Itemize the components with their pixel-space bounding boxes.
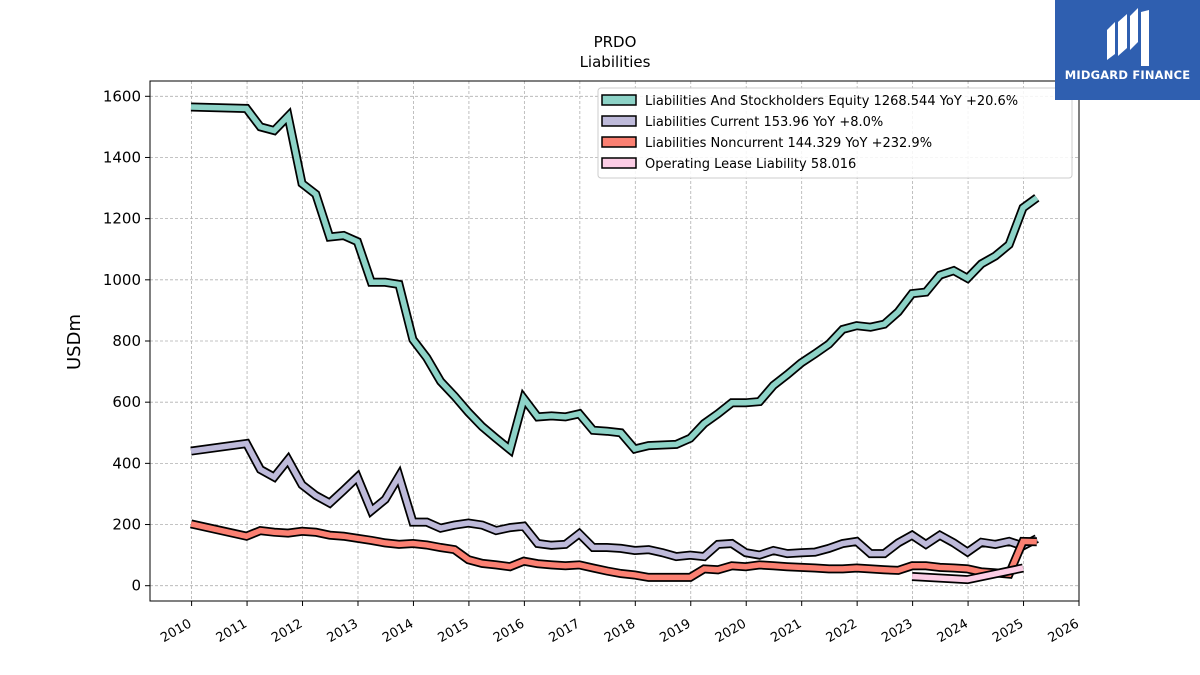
x-tick-label: 2024	[935, 616, 971, 646]
y-axis-ticks: 0 200 400 600 800 1000 1200 1400 1600	[103, 87, 150, 595]
legend-swatch	[601, 115, 637, 127]
chart-subtitle: Liabilities	[580, 53, 651, 71]
x-tick-label: 2018	[602, 616, 638, 646]
y-axis-label: USDm	[64, 314, 85, 370]
x-tick-label: 2025	[990, 616, 1026, 646]
x-tick-label: 2016	[491, 616, 527, 646]
series-operating-lease-liability	[911, 563, 1024, 585]
y-tick-label: 1000	[103, 271, 141, 289]
legend-label: Liabilities Noncurrent 144.329 YoY +232.…	[645, 136, 932, 151]
x-axis-ticks: 2010 2011 2012 2013 2014 2015 2016 2017 2018 2019…	[158, 601, 1082, 646]
chart-title: PRDO	[594, 33, 637, 51]
brand-logo: MIDGARD FINANCE	[1055, 0, 1200, 100]
series-lines	[190, 102, 1040, 585]
series-liabilities-noncurrent	[190, 519, 1037, 582]
series-line	[190, 440, 1039, 560]
series-liabilities-current	[190, 438, 1039, 562]
y-tick-label: 1400	[103, 148, 141, 166]
y-tick-label: 200	[112, 516, 141, 534]
legend-swatch	[601, 94, 637, 106]
x-tick-label: 2013	[325, 616, 361, 646]
x-tick-label: 2022	[824, 616, 860, 646]
x-tick-label: 2021	[768, 616, 804, 646]
y-tick-label: 1200	[103, 210, 141, 228]
y-tick-label: 600	[112, 393, 141, 411]
series-line	[190, 521, 1037, 581]
legend: Liabilities And Stockholders Equity 1268…	[597, 87, 1073, 179]
x-tick-label: 2020	[713, 616, 749, 646]
y-tick-label: 1600	[103, 87, 141, 105]
x-tick-label: 2017	[546, 616, 582, 646]
y-tick-label: 800	[112, 332, 141, 350]
x-tick-label: 2019	[657, 616, 693, 646]
series-liabilities-and-stockholders-equity	[190, 102, 1040, 458]
legend-label: Liabilities Current 153.96 YoY +8.0%	[645, 115, 883, 130]
series-line	[190, 104, 1039, 455]
legend-swatch	[601, 157, 637, 169]
series-line	[911, 565, 1024, 583]
x-tick-label: 2023	[879, 616, 915, 646]
y-tick-label: 0	[131, 577, 141, 595]
series-outline	[190, 438, 1039, 562]
x-tick-label: 2010	[158, 616, 194, 646]
legend-swatch	[601, 136, 637, 148]
x-tick-label: 2012	[269, 616, 305, 646]
x-tick-label: 2011	[214, 616, 250, 646]
legend-label: Liabilities And Stockholders Equity 1268…	[645, 94, 1018, 109]
x-tick-label: 2015	[436, 616, 472, 646]
x-tick-label: 2014	[380, 616, 416, 646]
midgard-logo-icon	[1107, 8, 1149, 66]
logo-text: MIDGARD FINANCE	[1064, 68, 1191, 82]
legend-label: Operating Lease Liability 58.016	[645, 157, 856, 172]
y-tick-label: 400	[112, 454, 141, 472]
x-tick-label: 2026	[1046, 616, 1082, 646]
legend-box	[597, 87, 1073, 179]
